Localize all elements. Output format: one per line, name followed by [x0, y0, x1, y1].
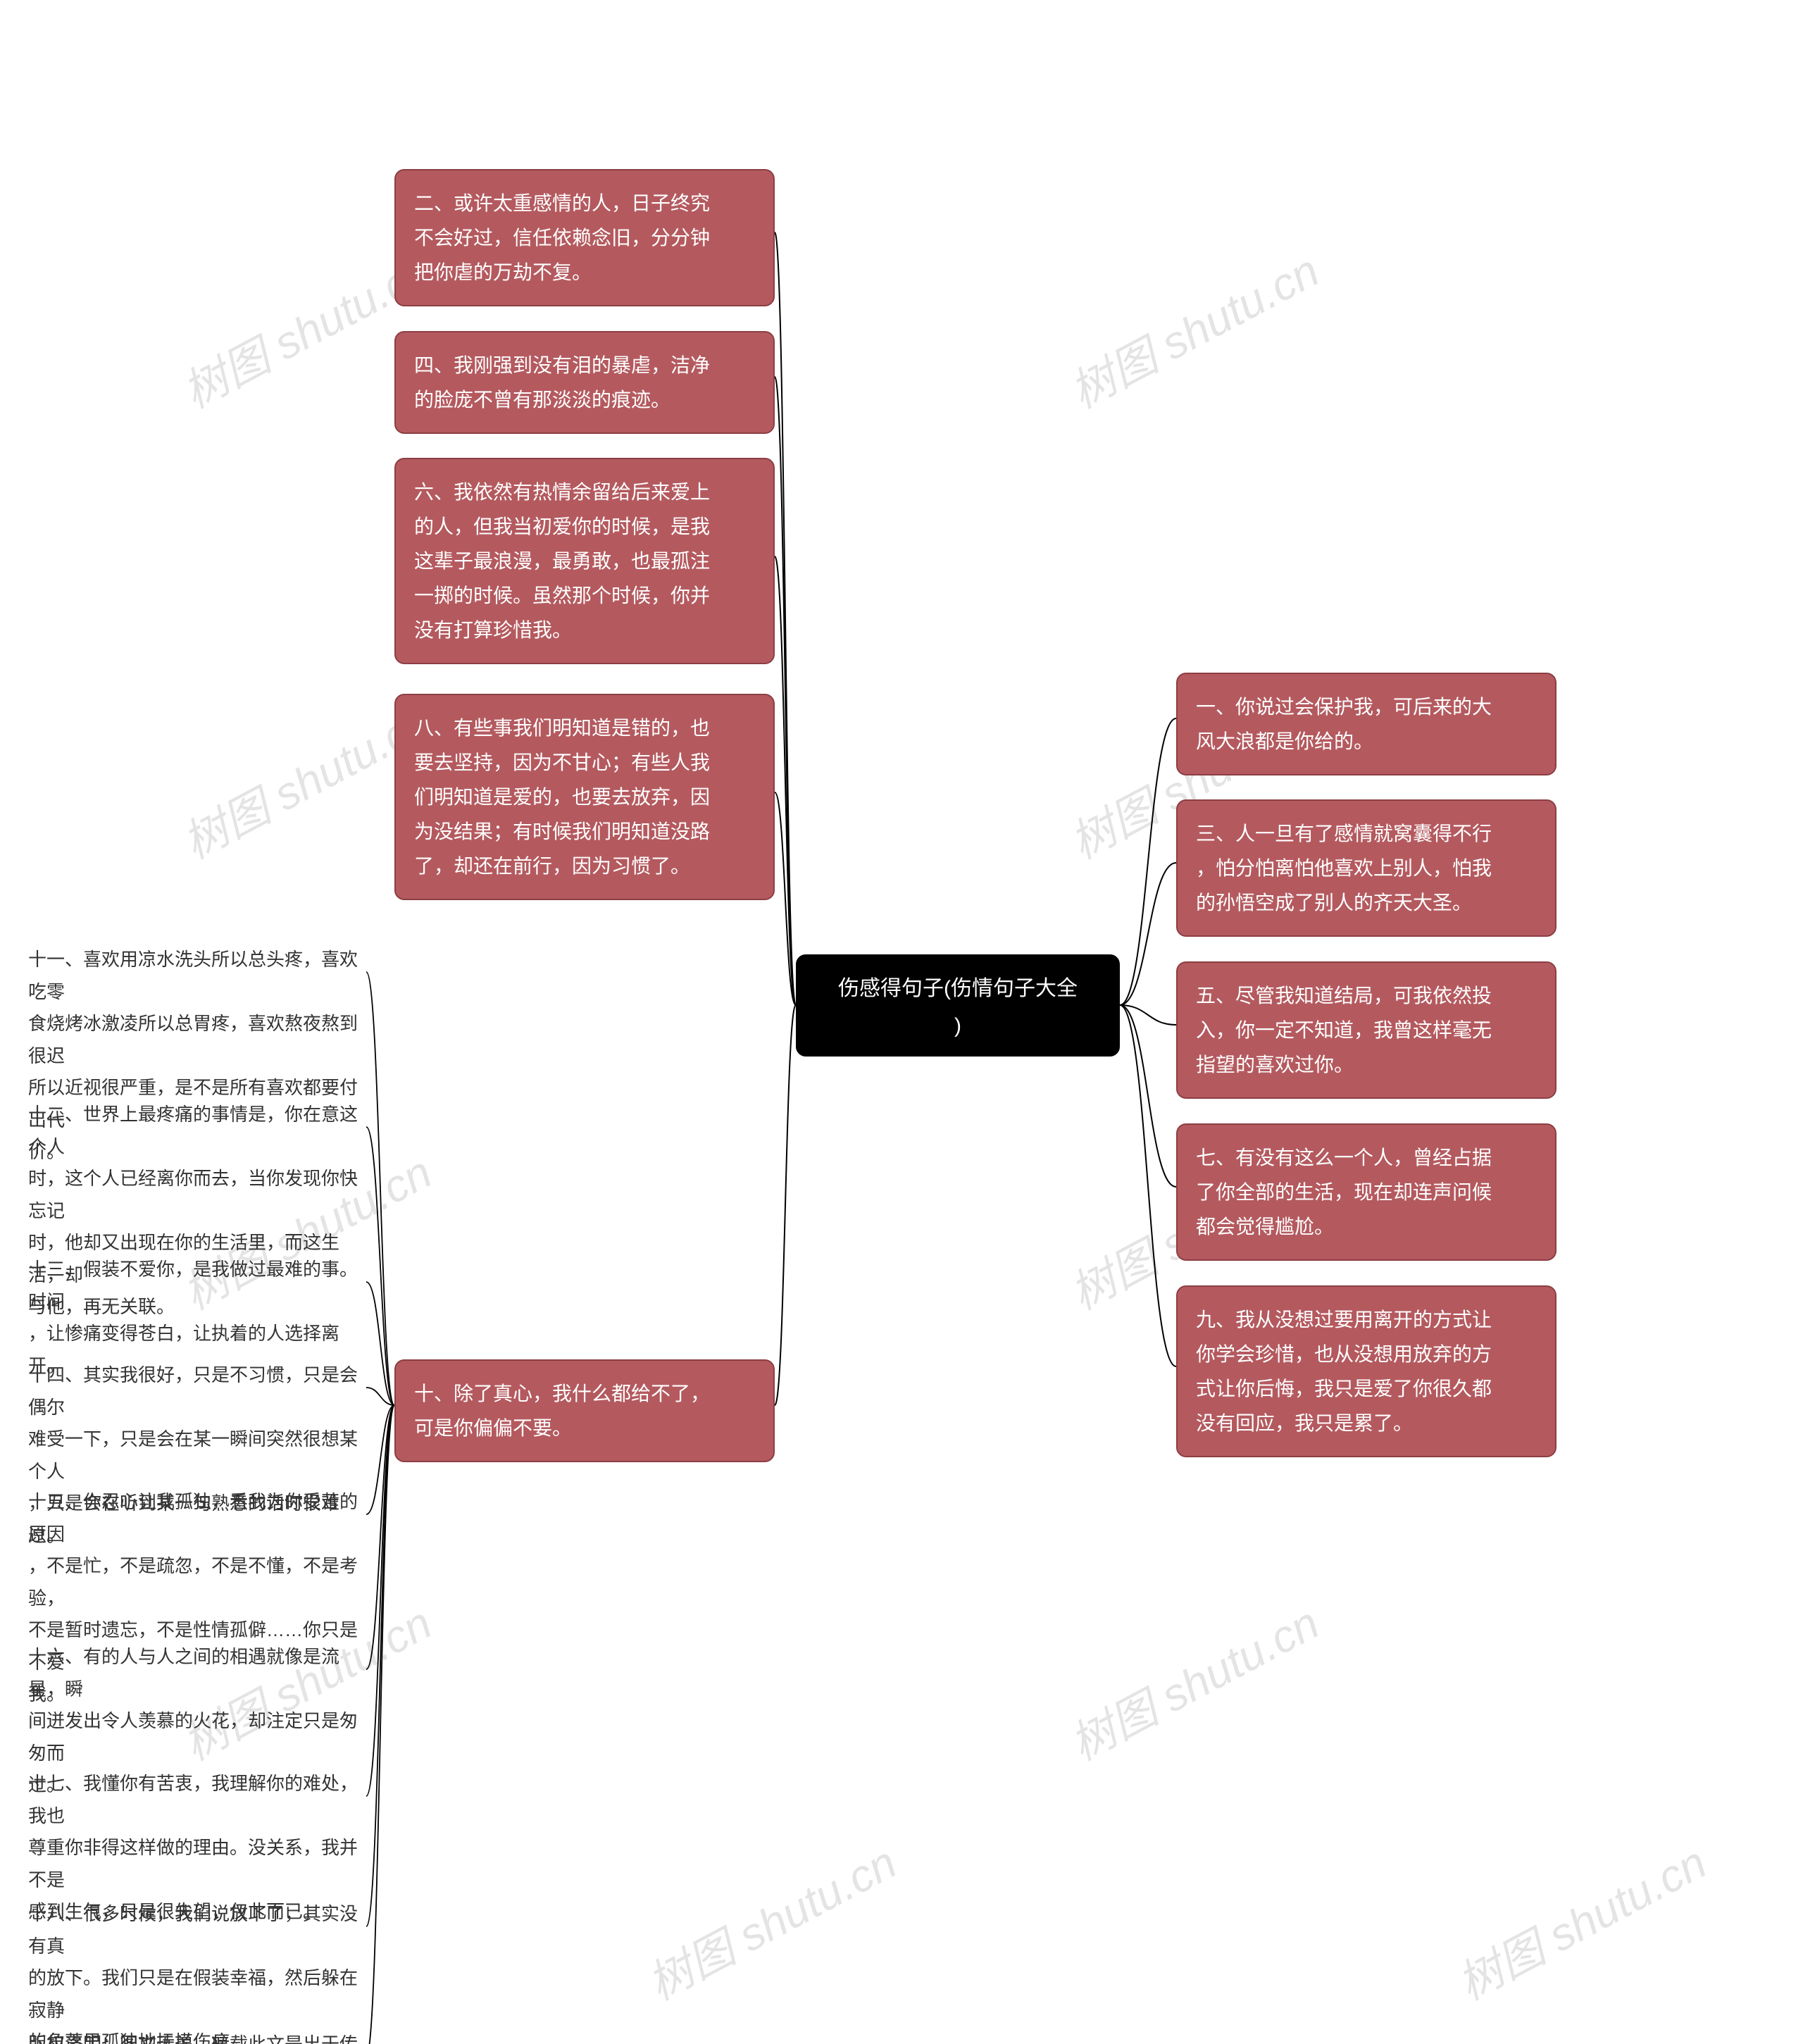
node-r3: 三、人一旦有了感情就窝囊得不行 ，怕分怕离怕他喜欢上别人，怕我 的孙悟空成了别人… — [1176, 799, 1556, 937]
watermark: 树图 shutu.cn — [1445, 1827, 1716, 2012]
node-l10: 十、除了真心，我什么都给不了， 可是你偏偏不要。 — [394, 1359, 775, 1462]
watermark: 树图 shutu.cn — [635, 1827, 906, 2012]
node-r5: 五、尽管我知道结局，可我依然投 入，你一定不知道，我曾这样毫无 指望的喜欢过你。 — [1176, 961, 1556, 1099]
mindmap-canvas: 树图 shutu.cn 树图 shutu.cn 树图 shutu.cn 树图 shut… — [0, 0, 1803, 2044]
node-l4: 四、我刚强到没有泪的暴虐，洁净 的脸庞不曾有那淡淡的痕迹。 — [394, 331, 775, 434]
node-l6: 六、我依然有热情余留给后来爱上 的人，但我当初爱你的时候，是我 这辈子最浪漫，最… — [394, 458, 775, 664]
watermark: 树图 shutu.cn — [1057, 1588, 1329, 1773]
node-r7: 七、有没有这么一个人，曾经占据 了你全部的生活，现在却连声问候 都会觉得尴尬。 — [1176, 1123, 1556, 1261]
node-l2: 二、或许太重感情的人，日子终究 不会好过，信任依赖念旧，分分钟 把你虐的万劫不复… — [394, 169, 775, 306]
node-r9: 九、我从没想过要用离开的方式让 你学会珍惜，也从没想用放弃的方 式让你后悔，我只… — [1176, 1285, 1556, 1457]
center-node: 伤感得句子(伤情句子大全 ) — [796, 954, 1120, 1057]
node-r1: 一、你说过会保护我，可后来的大 风大浪都是你给的。 — [1176, 673, 1556, 775]
node-p18: 十八、很多时候，我们说放下了，其实没有真 的放下。我们只是在假装幸福，然后躲在寂… — [28, 1898, 366, 2044]
node-l8: 八、有些事我们明知道是错的，也 要去坚持，因为不甘心；有些人我 们明知道是爱的，… — [394, 694, 775, 900]
node-p19: 版权声明：图文无关，转载此文是出于传递更 多信息之目的。若有来源标注错误或侵犯了… — [28, 2029, 366, 2044]
watermark: 树图 shutu.cn — [1057, 235, 1329, 420]
